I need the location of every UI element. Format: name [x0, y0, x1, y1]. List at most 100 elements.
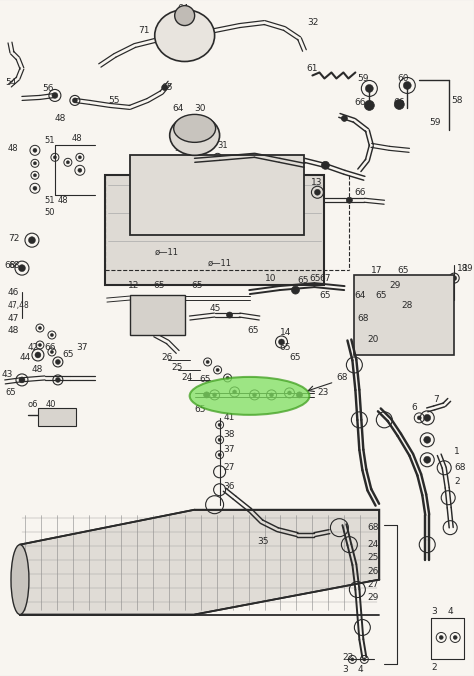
Circle shape: [279, 339, 284, 345]
Circle shape: [365, 84, 374, 93]
Text: 36: 36: [224, 482, 235, 491]
Text: 40: 40: [46, 400, 56, 410]
Circle shape: [424, 436, 431, 443]
Circle shape: [365, 320, 370, 324]
Circle shape: [175, 5, 195, 26]
Circle shape: [346, 197, 352, 203]
Circle shape: [424, 414, 431, 421]
Circle shape: [162, 84, 168, 91]
Text: 46: 46: [8, 287, 19, 297]
Text: 65: 65: [247, 326, 259, 335]
Text: 10: 10: [264, 274, 276, 283]
Text: 48: 48: [32, 366, 43, 375]
Text: 65: 65: [319, 291, 331, 299]
Text: ø—11: ø—11: [155, 247, 179, 257]
Text: 1: 1: [454, 448, 460, 456]
Text: 42: 42: [28, 343, 39, 352]
Text: 3: 3: [431, 607, 437, 616]
Text: 68: 68: [4, 261, 16, 270]
Circle shape: [394, 99, 404, 110]
Circle shape: [52, 93, 58, 99]
Circle shape: [28, 237, 36, 243]
Circle shape: [53, 155, 56, 159]
Circle shape: [190, 24, 196, 30]
Circle shape: [292, 286, 300, 294]
Circle shape: [33, 174, 36, 177]
Bar: [105, 175, 324, 285]
Text: 4: 4: [447, 607, 453, 616]
Circle shape: [288, 391, 292, 395]
Circle shape: [314, 189, 320, 195]
Circle shape: [35, 352, 41, 358]
Circle shape: [341, 116, 347, 122]
Circle shape: [218, 438, 221, 441]
Circle shape: [321, 162, 329, 169]
Circle shape: [417, 416, 421, 420]
Ellipse shape: [155, 9, 215, 62]
Text: 45: 45: [210, 304, 221, 312]
Circle shape: [365, 297, 370, 303]
Text: 48: 48: [72, 134, 82, 143]
Text: 65: 65: [290, 354, 301, 362]
Circle shape: [218, 453, 221, 456]
Circle shape: [33, 148, 37, 152]
Text: 27: 27: [224, 463, 235, 473]
Circle shape: [78, 168, 82, 172]
Circle shape: [363, 658, 366, 661]
Text: 65: 65: [154, 281, 165, 289]
Circle shape: [66, 161, 70, 164]
Circle shape: [216, 368, 219, 372]
Bar: [355, 275, 454, 355]
Text: 12: 12: [128, 281, 139, 289]
Text: 68: 68: [337, 373, 348, 383]
Text: 72: 72: [8, 234, 19, 243]
Circle shape: [33, 187, 37, 190]
Text: 51: 51: [44, 196, 55, 205]
Text: 64: 64: [178, 4, 189, 13]
Circle shape: [227, 312, 233, 318]
Text: 65: 65: [5, 389, 16, 397]
Text: 31: 31: [218, 141, 228, 150]
Text: 58: 58: [451, 96, 463, 105]
Circle shape: [50, 333, 54, 337]
Text: 27: 27: [367, 580, 379, 589]
Text: 65: 65: [62, 350, 73, 360]
Text: 18: 18: [457, 264, 469, 272]
Text: 64: 64: [173, 104, 184, 113]
Text: 20: 20: [367, 335, 379, 345]
Text: 26: 26: [162, 354, 173, 362]
Text: 25: 25: [172, 364, 183, 372]
Text: 68: 68: [454, 463, 465, 473]
Text: 64: 64: [355, 291, 366, 299]
Text: 69: 69: [158, 326, 169, 335]
Text: 65: 65: [195, 406, 206, 414]
Text: 66: 66: [393, 98, 405, 107]
Text: 41: 41: [224, 413, 235, 422]
Circle shape: [365, 101, 374, 110]
Circle shape: [424, 456, 431, 463]
Circle shape: [453, 635, 457, 639]
Text: 43: 43: [2, 370, 13, 379]
Circle shape: [158, 306, 162, 310]
Bar: [38, 408, 76, 426]
Text: 31: 31: [175, 144, 185, 153]
Text: 55: 55: [108, 96, 119, 105]
Text: 6: 6: [411, 404, 417, 412]
Text: 65: 65: [310, 274, 321, 283]
Text: 29: 29: [367, 593, 379, 602]
Text: o6: o6: [28, 400, 38, 410]
Text: 37: 37: [76, 343, 87, 352]
Ellipse shape: [173, 114, 216, 143]
Ellipse shape: [11, 545, 29, 614]
Circle shape: [182, 13, 188, 18]
Text: 3: 3: [342, 665, 348, 674]
Circle shape: [233, 390, 237, 394]
Text: 67: 67: [319, 274, 331, 283]
Text: 51: 51: [44, 136, 55, 145]
Circle shape: [38, 343, 42, 347]
Circle shape: [55, 360, 60, 364]
Text: 65: 65: [200, 375, 211, 385]
Circle shape: [33, 162, 36, 165]
Text: 24: 24: [367, 540, 379, 549]
Circle shape: [204, 392, 210, 398]
